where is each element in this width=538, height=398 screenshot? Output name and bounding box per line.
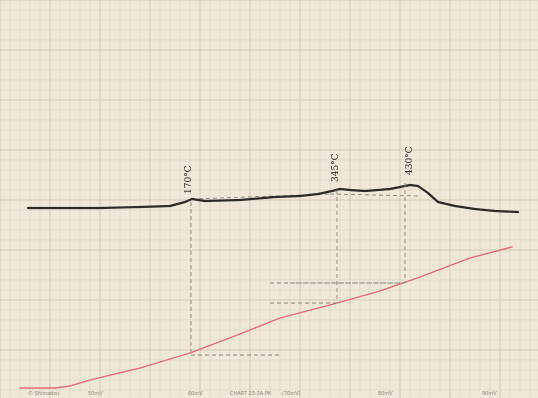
temperature-annotation: 345°C [331,153,341,182]
dashed-guide [329,193,421,197]
footer-label: CHART 23-2A-PK [230,391,272,397]
footer-label: (70mV) [282,391,301,397]
signal-series-line [26,183,520,214]
temperature-annotation: 170°C [184,165,194,194]
chart-series [19,183,520,389]
footer-label: 50mV [88,391,103,397]
footer-label: 90mV [482,391,497,397]
chart-footer: © Shimadzu 50mV 60mV CHART 23-2A-PK (70mV) 80… [28,390,497,397]
chart-annotations: 170°C 345°C 430°C [184,146,415,356]
footer-label: © Shimadzu [28,390,59,397]
footer-label: 60mV [188,391,203,397]
temperature-series-line [19,246,513,389]
temperature-annotation: 430°C [405,146,415,175]
footer-label: 80mV [378,391,393,397]
